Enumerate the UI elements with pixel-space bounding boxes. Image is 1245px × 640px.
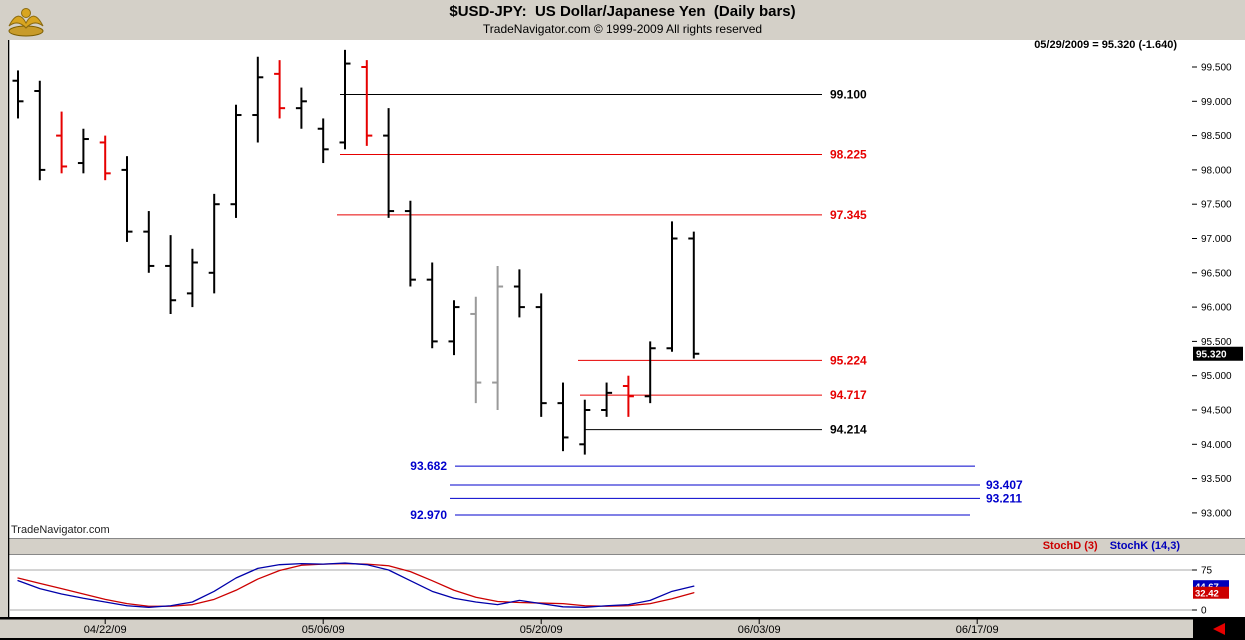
price-axis-label: 97.000 [1201,234,1232,245]
trade-navigator-logo-icon [5,2,47,38]
xaxis-line [0,617,1245,620]
level-label: 92.970 [410,508,447,522]
price-axis-label: 97.500 [1201,200,1232,211]
level-label: 94.717 [830,388,867,402]
level-label: 95.224 [830,353,867,367]
price-axis-label: 99.500 [1201,63,1232,74]
scroll-left-button[interactable] [1193,619,1245,638]
level-label: 93.211 [986,491,1022,505]
price-axis-label: 95.500 [1201,337,1232,348]
date-label: 05/06/09 [302,624,345,636]
price-axis-label: 93.000 [1201,508,1232,519]
level-label: 99.100 [830,87,867,101]
quote-info: 05/29/2009 = 95.320 (-1.640) [1034,39,1177,51]
price-marker-label: 95.320 [1196,350,1227,361]
level-label: 98.225 [830,147,867,161]
date-label: 06/03/09 [738,624,781,636]
price-axis-label: 94.000 [1201,440,1232,451]
stochk-line [17,562,695,608]
chart-subtitle: TradeNavigator.com © 1999-2009 All right… [482,22,763,36]
price-marker [1193,346,1243,361]
stoch-marker [1193,586,1229,599]
stoch-legend: StochD (3) StochK (14,3) [1043,540,1180,552]
stochk-legend-label: StochK (14,3) [1109,540,1180,552]
stoch-axis-label: 0 [1201,606,1207,617]
chart-header: $USD-JPY: US Dollar/Japanese Yen (Daily … [0,0,1245,40]
price-axis-label: 98.500 [1201,131,1232,142]
price-axis-label: 93.500 [1201,474,1232,485]
bottom-border [0,638,1245,640]
stoch-axis-label: 75 [1201,566,1213,577]
price-axis-label: 95.000 [1201,371,1232,382]
date-label: 04/22/09 [84,624,127,636]
stochd-legend-label: StochD (3) [1042,540,1098,552]
price-axis-label: 99.000 [1201,97,1232,108]
price-axis-label: 98.000 [1201,165,1232,176]
level-label: 93.407 [986,478,1023,492]
level-label: 97.345 [830,208,867,222]
level-label: 94.214 [830,423,867,437]
price-axis-label: 96.500 [1201,268,1232,279]
level-label: 93.682 [410,459,447,473]
stoch-marker-label: 32.42 [1195,589,1219,600]
panel-divider [8,538,1245,555]
watermark: TradeNavigator.com [11,524,110,536]
price-axis-label: 94.500 [1201,406,1232,417]
date-label: 05/20/09 [520,624,563,636]
arrow-left-icon [1213,622,1225,635]
date-bar [0,619,1245,638]
chart-background [8,40,1245,617]
date-label: 06/17/09 [956,624,999,636]
left-border [8,40,10,617]
price-axis-label: 96.000 [1201,303,1232,314]
chart-title: $USD-JPY: US Dollar/Japanese Yen (Daily … [449,3,796,20]
